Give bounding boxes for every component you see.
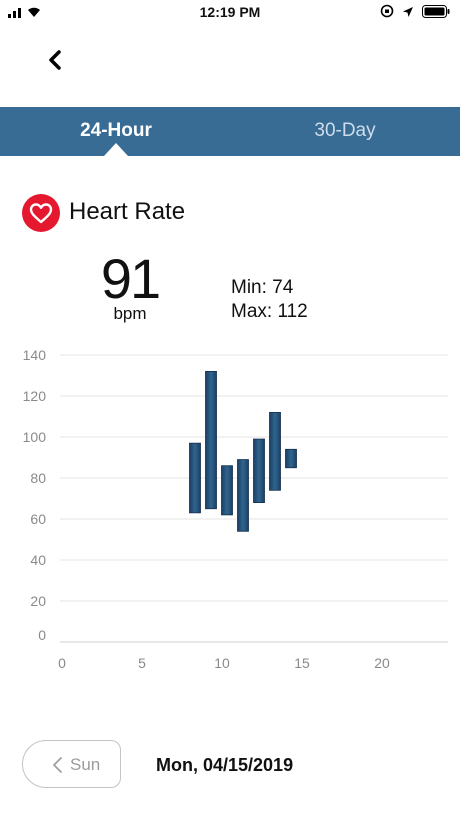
y-tick-label: 20: [30, 593, 46, 609]
metric-title: Heart Rate: [69, 198, 186, 225]
range-bar: [237, 459, 249, 532]
min-value: Min: 74: [231, 277, 294, 298]
heart-rate-unit: bpm: [113, 304, 147, 323]
y-tick-label: 80: [30, 470, 46, 486]
y-tick-label: 140: [23, 347, 47, 363]
range-bar: [269, 412, 281, 491]
y-tick-label: 100: [23, 429, 47, 445]
location-icon: [402, 5, 414, 23]
x-tick-label: 20: [374, 655, 390, 671]
y-tick-label: 60: [30, 511, 46, 527]
heart-rate-chart: 0 20 40 60 80 100 120 140 0 5 10 15 20: [23, 347, 448, 671]
range-bar: [205, 370, 217, 510]
previous-day-button[interactable]: Sun: [22, 740, 121, 788]
current-date: Mon, 04/15/2019: [156, 755, 294, 775]
signal-icon: [8, 5, 48, 23]
range-bar: [221, 465, 233, 516]
chevron-left-icon: [49, 50, 61, 70]
tab-24-hour[interactable]: 24-Hour: [80, 120, 152, 141]
y-tick-label: 0: [38, 627, 46, 643]
y-tick-label: 120: [23, 388, 47, 404]
status-time: 12:19 PM: [199, 4, 261, 20]
status-bar: 12:19 PM: [0, 0, 460, 24]
rotation-lock-icon: [380, 4, 394, 23]
x-tick-label: 15: [294, 655, 310, 671]
range-bar: [253, 438, 265, 504]
previous-day-label: Sun: [70, 755, 101, 774]
heart-icon: [22, 194, 60, 232]
x-tick-label: 0: [58, 655, 66, 671]
back-button[interactable]: [44, 46, 68, 74]
range-bar: [189, 442, 201, 514]
min-max-summary: Min: 74 Max: 112: [231, 276, 308, 324]
y-tick-label: 40: [30, 552, 46, 568]
tab-30-day[interactable]: 30-Day: [314, 120, 376, 141]
active-tab-indicator: [104, 143, 128, 156]
range-bar: [285, 448, 297, 469]
x-tick-label: 10: [214, 655, 230, 671]
chevron-left-icon: [53, 757, 62, 773]
range-tabs: 24-Hour 30-Day: [0, 107, 460, 156]
current-heart-rate: 91: [100, 247, 161, 310]
x-tick-label: 5: [138, 655, 146, 671]
battery-icon: [422, 4, 450, 23]
max-value: Max: 112: [231, 301, 308, 322]
